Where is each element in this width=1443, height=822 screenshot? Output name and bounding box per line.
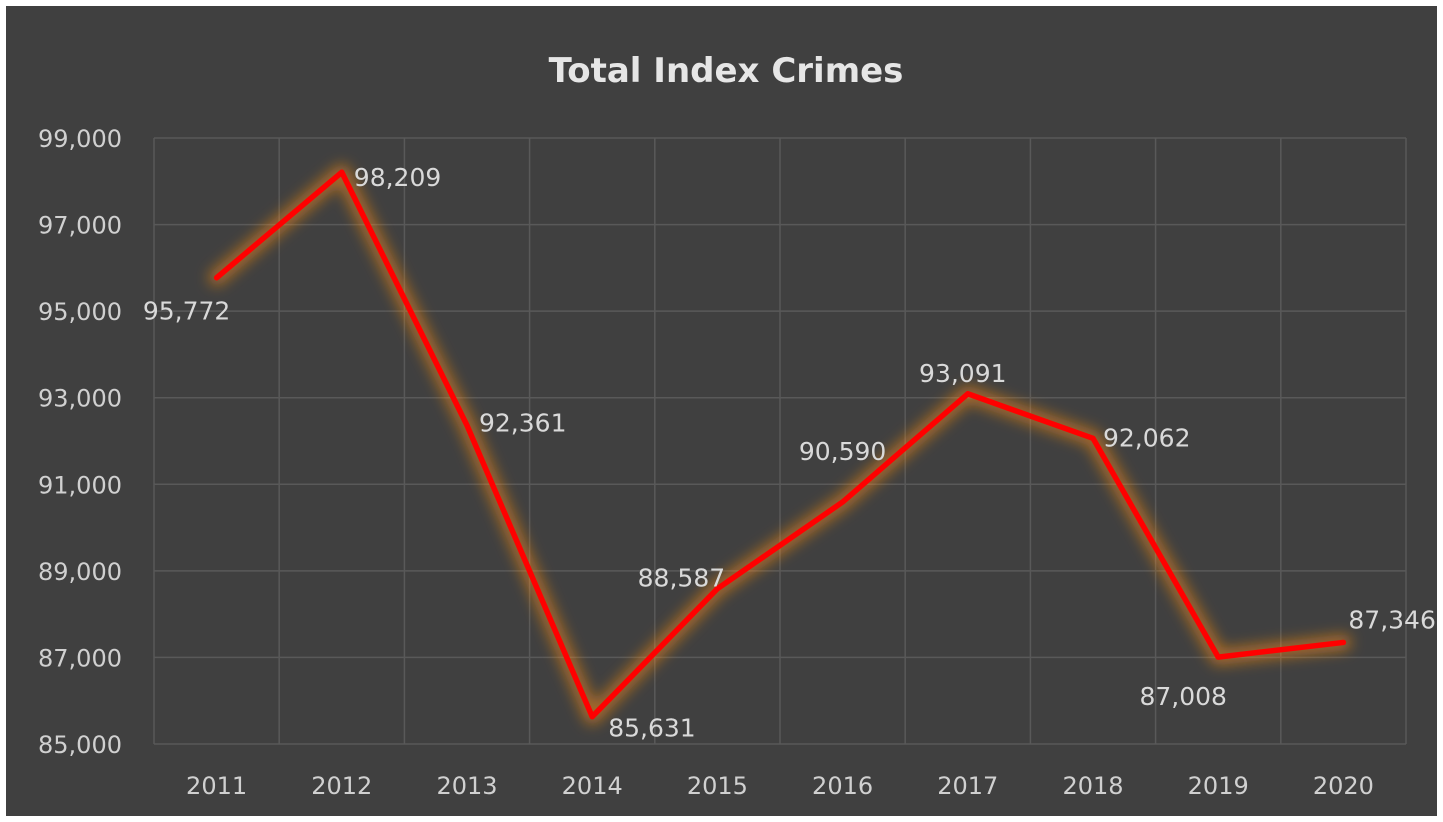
chart-title: Total Index Crimes <box>549 51 904 91</box>
y-tick-label: 95,000 <box>38 298 122 326</box>
series-line <box>213 169 1347 720</box>
data-point <box>1340 639 1346 645</box>
data-label: 98,209 <box>354 163 441 192</box>
x-tick-label: 2019 <box>1188 772 1249 800</box>
y-tick-label: 87,000 <box>38 644 122 672</box>
x-tick-label: 2014 <box>562 772 623 800</box>
data-label: 90,590 <box>799 437 886 466</box>
data-label: 85,631 <box>608 714 695 743</box>
data-point <box>965 391 971 397</box>
y-tick-label: 85,000 <box>38 731 122 759</box>
data-label: 87,008 <box>1139 682 1226 711</box>
data-point <box>840 499 846 505</box>
data-label: 92,361 <box>479 408 566 437</box>
chart-area: Total Index Crimes 85,000 87,000 89,000 91,… <box>6 6 1437 816</box>
x-tick-label: 2013 <box>436 772 497 800</box>
y-tick-label: 99,000 <box>38 125 122 153</box>
data-point <box>214 275 220 281</box>
data-label: 88,587 <box>638 564 725 593</box>
y-tick-label: 97,000 <box>38 212 122 240</box>
x-tick-label: 2016 <box>812 772 873 800</box>
x-tick-label: 2011 <box>186 772 247 800</box>
data-point <box>589 714 595 720</box>
y-tick-label: 91,000 <box>38 471 122 499</box>
x-tick-label: 2020 <box>1313 772 1374 800</box>
data-label: 87,346 <box>1348 605 1435 634</box>
y-tick-label: 89,000 <box>38 558 122 586</box>
data-label: 95,772 <box>143 297 230 326</box>
data-point <box>714 586 720 592</box>
x-tick-label: 2012 <box>311 772 372 800</box>
data-point <box>339 169 345 175</box>
data-point <box>1215 654 1221 660</box>
x-tick-label: 2015 <box>687 772 748 800</box>
x-tick-label: 2018 <box>1062 772 1123 800</box>
x-tick-label: 2017 <box>937 772 998 800</box>
data-label: 92,062 <box>1103 423 1190 452</box>
line-chart: Total Index Crimes 85,000 87,000 89,000 91,… <box>38 51 1436 800</box>
data-point <box>464 422 470 428</box>
y-tick-label: 93,000 <box>38 385 122 413</box>
data-label: 93,091 <box>919 359 1006 388</box>
data-point <box>1090 435 1096 441</box>
